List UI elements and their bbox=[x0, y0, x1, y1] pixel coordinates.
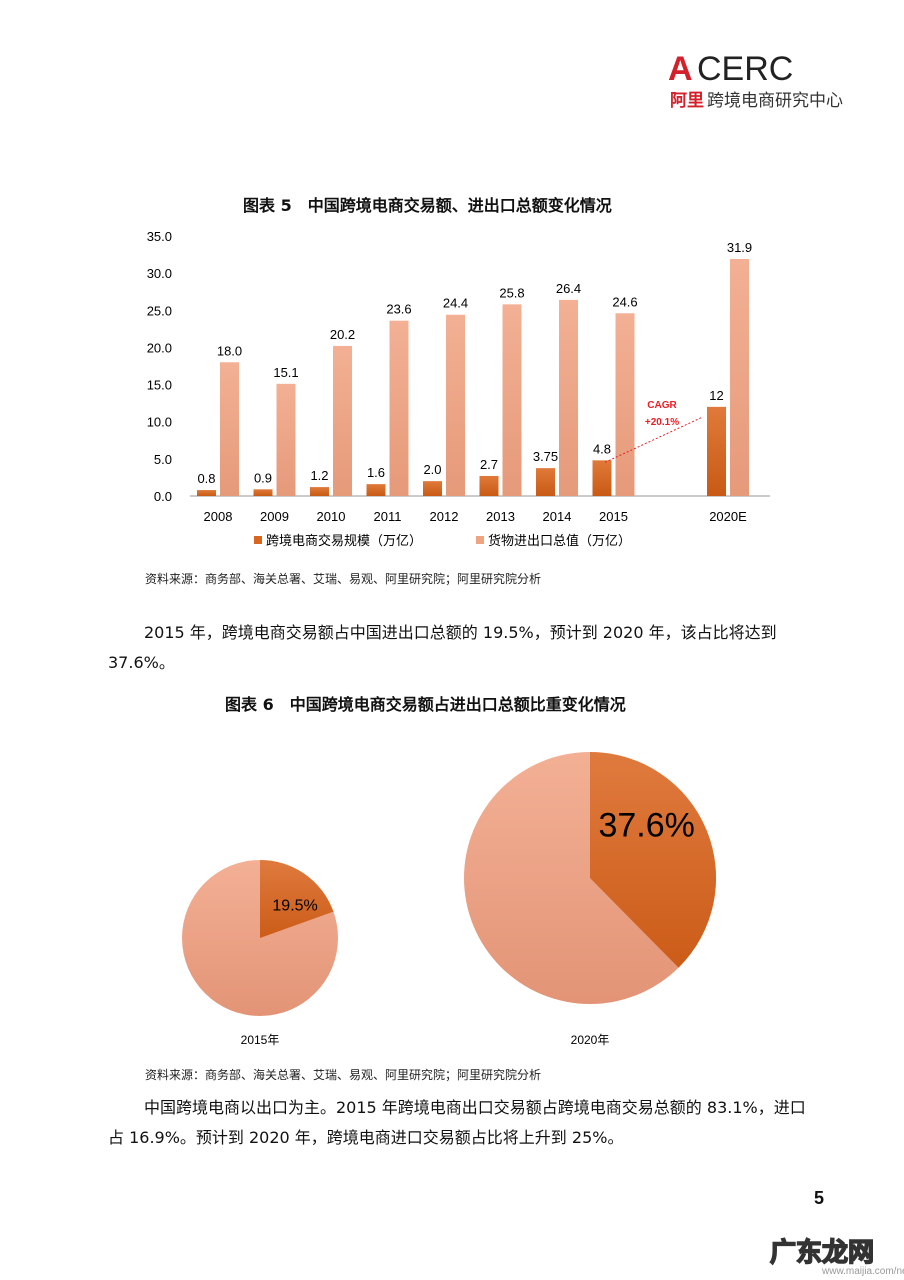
logo-a: A bbox=[668, 50, 693, 88]
pie-year-label: 2015年 bbox=[241, 1033, 280, 1047]
logo-cerc: CERC bbox=[697, 50, 794, 88]
pie-share-2020 bbox=[590, 752, 716, 968]
data-label: 12 bbox=[709, 388, 723, 403]
watermark: 广东龙网 bbox=[769, 1237, 875, 1269]
x-tick-label: 2013 bbox=[486, 509, 515, 524]
bar-ecommerce bbox=[423, 481, 442, 496]
bar-trade bbox=[730, 259, 749, 496]
y-tick-label: 0.0 bbox=[154, 489, 172, 504]
pie-share-2015 bbox=[260, 860, 334, 938]
bar-trade bbox=[446, 314, 465, 496]
watermark-url: www.maijia.com/news bbox=[822, 1266, 904, 1277]
bar-trade bbox=[220, 362, 239, 496]
x-tick-label: 2008 bbox=[204, 509, 233, 524]
data-label: 26.4 bbox=[556, 281, 581, 296]
x-tick-label: 2009 bbox=[260, 509, 289, 524]
legend-label: 跨境电商交易规模（万亿） bbox=[266, 533, 422, 548]
bar-ecommerce bbox=[310, 487, 329, 496]
data-label: 1.2 bbox=[310, 468, 328, 483]
pie-year-label: 2020年 bbox=[571, 1033, 610, 1047]
y-tick-label: 35.0 bbox=[147, 229, 172, 244]
y-tick-label: 25.0 bbox=[147, 303, 172, 318]
data-label: 25.8 bbox=[499, 285, 524, 300]
pie-share-label: 19.5% bbox=[272, 898, 317, 915]
bar-trade bbox=[276, 383, 296, 496]
x-tick-label: 2015 bbox=[599, 509, 628, 524]
bar-trade bbox=[333, 345, 352, 496]
pie-share-label: 37.6% bbox=[598, 806, 694, 844]
x-tick-label: 2010 bbox=[317, 509, 346, 524]
data-label: 3.75 bbox=[533, 449, 558, 464]
bar-chart: 0.0 5.0 10.0 15.0 20.0 25.0 30.0 35.0 0.8 18.0 200… bbox=[147, 229, 770, 548]
bar-ecommerce bbox=[366, 484, 386, 496]
bar-trade bbox=[559, 299, 578, 496]
x-tick-label: 2020E bbox=[709, 509, 747, 524]
cagr-label: CAGR bbox=[647, 400, 677, 411]
pie-charts: 19.5% 2015年 37.6% 2020年 bbox=[182, 752, 716, 1047]
legend-label: 货物进出口总值（万亿） bbox=[488, 533, 631, 548]
cagr-value: +20.1% bbox=[645, 417, 679, 428]
data-label: 24.4 bbox=[443, 296, 468, 311]
y-tick-label: 30.0 bbox=[147, 266, 172, 281]
data-label: 20.2 bbox=[330, 327, 355, 342]
figure6-caption: 图表 6 中国跨境电商交易额占进出口总额比重变化情况 bbox=[225, 695, 626, 714]
x-tick-label: 2011 bbox=[374, 509, 402, 524]
bar-ecommerce bbox=[479, 475, 499, 496]
legend-swatch bbox=[476, 536, 484, 544]
bar-trade bbox=[389, 320, 409, 496]
figure5-caption: 图表 5 中国跨境电商交易额、进出口总额变化情况 bbox=[243, 196, 612, 215]
logo-subtitle: 跨境电商研究中心 bbox=[707, 91, 843, 111]
bar-ecommerce bbox=[253, 489, 273, 496]
figure6-source: 资料来源：商务部、海关总署、艾瑞、易观、阿里研究院；阿里研究院分析 bbox=[145, 1068, 542, 1082]
data-label: 4.8 bbox=[593, 441, 611, 456]
y-tick-label: 10.0 bbox=[147, 415, 172, 430]
page-number: 5 bbox=[814, 1188, 825, 1208]
logo-ali: 阿里 bbox=[670, 91, 704, 111]
y-tick-label: 15.0 bbox=[147, 378, 172, 393]
bar-ecommerce bbox=[592, 460, 612, 496]
data-label: 24.6 bbox=[612, 294, 637, 309]
paragraph-1: 2015 年，跨境电商交易额占中国进出口总额的 19.5%，预计到 2020 年… bbox=[108, 623, 777, 672]
data-label: 2.0 bbox=[423, 462, 441, 477]
data-label: 1.6 bbox=[367, 465, 385, 480]
bar-trade bbox=[502, 304, 522, 496]
x-tick-label: 2014 bbox=[543, 509, 572, 524]
data-label: 2.7 bbox=[480, 457, 498, 472]
data-label: 18.0 bbox=[217, 343, 242, 358]
data-label: 15.1 bbox=[273, 365, 298, 380]
bar-trade bbox=[615, 313, 635, 496]
y-tick-label: 20.0 bbox=[147, 340, 172, 355]
data-label: 23.6 bbox=[386, 302, 411, 317]
figure5-source: 资料来源：商务部、海关总署、艾瑞、易观、阿里研究院；阿里研究院分析 bbox=[145, 572, 542, 586]
data-label: 0.8 bbox=[197, 471, 215, 486]
bar-ecommerce bbox=[707, 406, 726, 496]
data-label: 31.9 bbox=[727, 240, 752, 255]
data-label: 0.9 bbox=[254, 470, 272, 485]
paragraph-2: 中国跨境电商以出口为主。2015 年跨境电商出口交易额占跨境电商交易总额的 83… bbox=[108, 1098, 806, 1147]
legend-swatch bbox=[254, 536, 262, 544]
y-tick-label: 5.0 bbox=[154, 452, 172, 467]
bar-ecommerce bbox=[536, 468, 555, 496]
x-tick-label: 2012 bbox=[430, 509, 459, 524]
bar-ecommerce bbox=[197, 490, 216, 496]
